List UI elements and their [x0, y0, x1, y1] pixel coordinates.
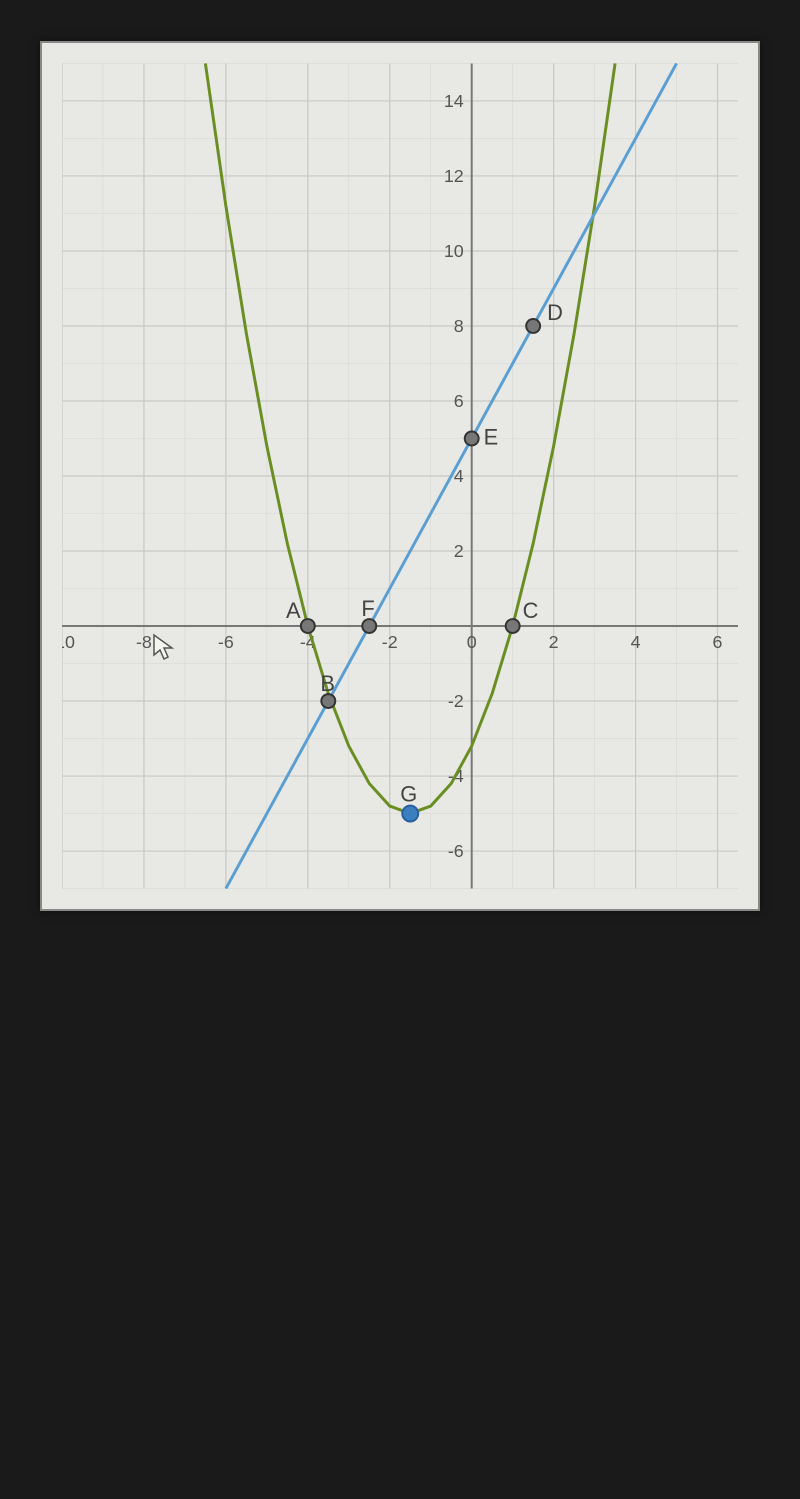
- y-tick-label: 10: [444, 240, 464, 260]
- point-D[interactable]: [526, 319, 540, 333]
- point-label-G: G: [400, 781, 417, 806]
- point-B[interactable]: [321, 694, 335, 708]
- point-A[interactable]: [301, 619, 315, 633]
- point-label-E: E: [484, 424, 499, 449]
- y-tick-label: -2: [448, 690, 464, 710]
- point-label-B: B: [320, 671, 335, 696]
- x-tick-label: -8: [136, 631, 152, 651]
- point-label-D: D: [547, 300, 563, 325]
- point-label-F: F: [361, 596, 374, 621]
- x-tick-label: 0: [467, 631, 477, 651]
- point-C[interactable]: [506, 619, 520, 633]
- x-tick-label: 4: [631, 631, 641, 651]
- point-label-C: C: [523, 598, 539, 623]
- x-tick-label: 6: [713, 631, 723, 651]
- y-tick-label: 8: [454, 315, 464, 335]
- y-tick-label: 6: [454, 390, 464, 410]
- point-E[interactable]: [465, 431, 479, 445]
- x-tick-label: -6: [218, 631, 234, 651]
- chart-frame: -10-8-6-4-20246-6-4-22468101214AFCBEDG: [40, 41, 760, 911]
- x-tick-label: -10: [62, 631, 75, 651]
- plot-area[interactable]: -10-8-6-4-20246-6-4-22468101214AFCBEDG: [62, 63, 738, 889]
- x-tick-label: 2: [549, 631, 559, 651]
- x-tick-label: -2: [382, 631, 398, 651]
- point-G[interactable]: [402, 805, 418, 821]
- point-F[interactable]: [362, 619, 376, 633]
- y-tick-label: 2: [454, 540, 464, 560]
- point-label-A: A: [286, 598, 301, 623]
- chart-svg[interactable]: -10-8-6-4-20246-6-4-22468101214AFCBEDG: [62, 63, 738, 889]
- y-tick-label: 12: [444, 165, 464, 185]
- y-tick-label: -6: [448, 841, 464, 861]
- y-tick-label: 14: [444, 90, 464, 110]
